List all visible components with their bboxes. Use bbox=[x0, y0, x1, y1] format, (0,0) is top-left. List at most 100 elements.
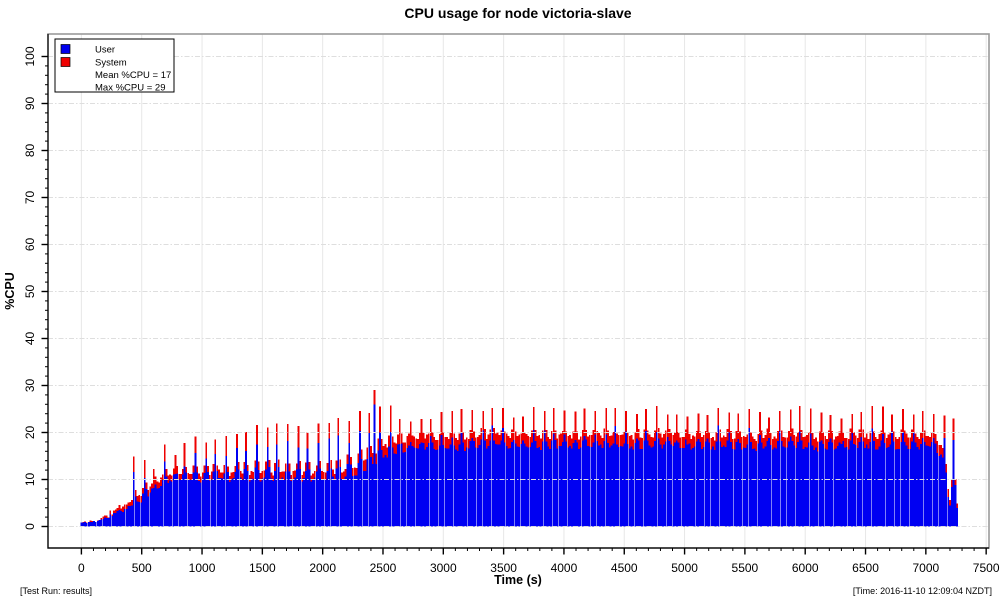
user-bar bbox=[768, 438, 770, 527]
x-tick-label: 2500 bbox=[370, 561, 397, 575]
user-bar bbox=[654, 441, 656, 527]
user-bar bbox=[337, 435, 340, 527]
system-bar bbox=[391, 436, 394, 448]
user-bar bbox=[885, 448, 888, 527]
system-bar bbox=[811, 432, 814, 446]
user-bar bbox=[880, 440, 883, 527]
user-bar bbox=[532, 429, 535, 527]
user-bar bbox=[684, 439, 687, 527]
user-bar bbox=[465, 447, 468, 527]
system-bar bbox=[145, 482, 148, 490]
x-tick-label: 4500 bbox=[611, 561, 638, 575]
user-bar bbox=[275, 444, 278, 527]
system-bar bbox=[941, 447, 944, 458]
system-bar bbox=[762, 437, 765, 449]
system-bar bbox=[295, 463, 298, 470]
user-bar bbox=[261, 478, 264, 527]
system-bar bbox=[771, 439, 774, 450]
system-bar bbox=[496, 432, 499, 445]
system-bar bbox=[127, 502, 130, 507]
user-bar bbox=[956, 508, 959, 527]
system-bar bbox=[543, 410, 546, 431]
user-bar bbox=[391, 447, 394, 527]
system-bar bbox=[867, 438, 870, 449]
user-bar bbox=[670, 444, 673, 527]
user-bar bbox=[241, 479, 244, 527]
user-bar bbox=[424, 449, 427, 527]
user-bar bbox=[657, 438, 660, 527]
user-bar bbox=[373, 404, 376, 527]
user-bar bbox=[453, 445, 456, 527]
user-bar bbox=[907, 449, 910, 527]
user-bar bbox=[498, 444, 501, 527]
system-bar bbox=[375, 453, 378, 464]
x-tick-label: 3500 bbox=[490, 561, 517, 575]
user-bar bbox=[556, 448, 559, 527]
user-bar bbox=[151, 488, 153, 527]
user-bar bbox=[475, 447, 477, 527]
user-bar bbox=[149, 492, 152, 527]
system-bar bbox=[487, 434, 490, 446]
system-bar bbox=[639, 437, 642, 449]
user-bar bbox=[855, 444, 857, 527]
user-bar bbox=[683, 447, 685, 527]
x-tick-label: 0 bbox=[78, 561, 85, 575]
system-bar bbox=[529, 436, 532, 447]
system-bar bbox=[871, 406, 874, 429]
user-bar bbox=[176, 473, 179, 527]
user-bar bbox=[581, 440, 584, 527]
user-bar bbox=[513, 439, 515, 527]
system-bar bbox=[509, 437, 512, 449]
user-bar bbox=[476, 448, 479, 527]
user-bar bbox=[169, 480, 171, 527]
user-bar bbox=[536, 448, 539, 527]
user-bar bbox=[751, 449, 754, 527]
user-bar bbox=[800, 440, 803, 527]
bars-layer bbox=[80, 390, 959, 527]
user-bar bbox=[665, 441, 667, 527]
user-bar bbox=[947, 497, 950, 527]
system-bar bbox=[411, 435, 414, 446]
user-bar bbox=[482, 430, 484, 527]
user-bar bbox=[493, 440, 495, 527]
user-bar bbox=[585, 439, 588, 527]
x-axis-title: Time (s) bbox=[494, 573, 542, 587]
system-bar bbox=[905, 433, 908, 446]
system-bar bbox=[636, 414, 638, 439]
user-bar bbox=[435, 450, 437, 527]
user-bar bbox=[209, 480, 211, 527]
system-bar bbox=[371, 453, 374, 464]
user-bar bbox=[342, 478, 345, 527]
user-bar bbox=[741, 449, 743, 527]
system-bar bbox=[214, 439, 217, 455]
user-bar bbox=[842, 441, 845, 527]
user-bar bbox=[295, 469, 298, 527]
user-bar bbox=[674, 442, 676, 527]
system-bar bbox=[319, 461, 322, 469]
system-bar bbox=[686, 416, 689, 445]
system-bar bbox=[268, 460, 271, 468]
system-bar bbox=[650, 436, 653, 448]
user-bar bbox=[402, 452, 405, 527]
system-bar bbox=[172, 468, 175, 475]
system-bar bbox=[239, 470, 242, 478]
user-bar bbox=[330, 468, 332, 527]
system-bar bbox=[896, 438, 899, 450]
system-bar bbox=[610, 435, 613, 446]
system-bar bbox=[949, 499, 951, 506]
user-bar bbox=[207, 472, 209, 527]
system-bar bbox=[178, 473, 180, 480]
user-bar bbox=[677, 442, 680, 527]
user-bar bbox=[753, 448, 756, 527]
system-bar bbox=[744, 436, 747, 448]
system-bar bbox=[768, 417, 770, 439]
user-bar bbox=[871, 428, 874, 527]
system-bar bbox=[165, 469, 168, 477]
system-bar bbox=[547, 437, 550, 447]
system-bar bbox=[827, 430, 830, 442]
user-bar bbox=[109, 514, 112, 527]
system-bar bbox=[308, 462, 311, 470]
user-bar bbox=[227, 472, 229, 527]
user-bar bbox=[346, 464, 349, 527]
system-bar bbox=[773, 436, 776, 448]
